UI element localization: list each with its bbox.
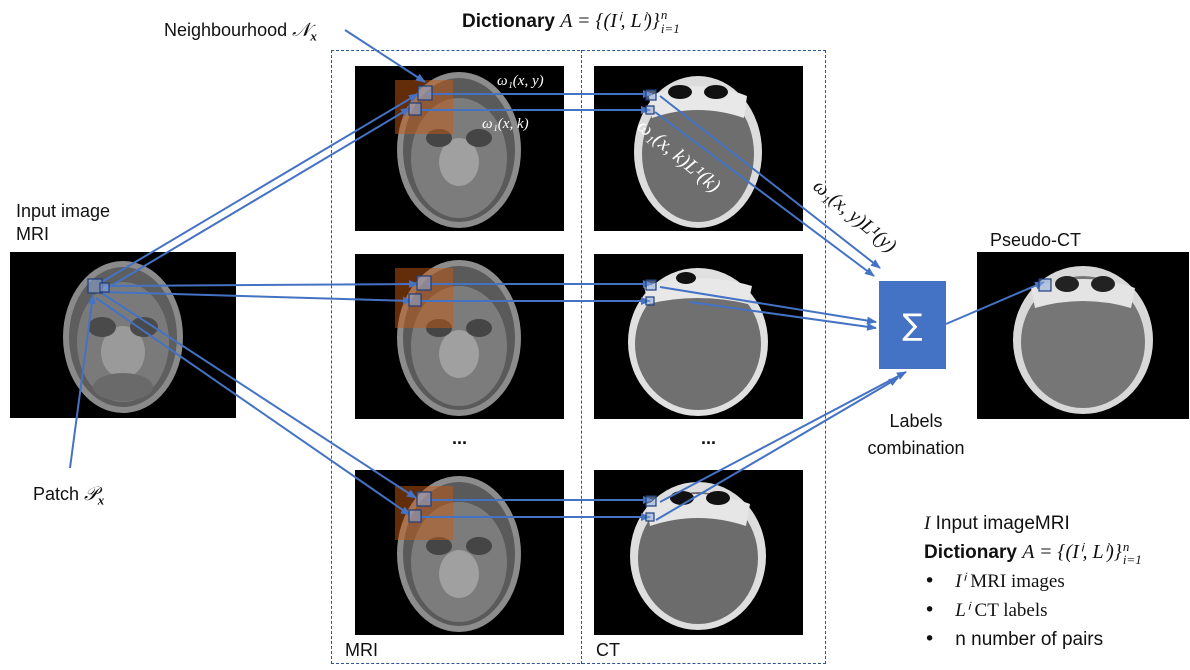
legend-bullet-1: Iⁱ MRI images — [924, 567, 1142, 596]
neighbourhood-sub: x — [310, 28, 317, 44]
arrow-ct3-to-sum-b — [655, 377, 899, 521]
legend-line1-symbol: I — [924, 513, 931, 534]
arrow-input-to-mri1-a — [99, 93, 419, 284]
mri-ellipsis: ... — [452, 428, 468, 448]
legend-dictionary-sub: i=1 — [1122, 551, 1142, 567]
arrow-input-to-mri3-a — [99, 291, 417, 499]
patch-label: Patch 𝒫x — [33, 484, 104, 509]
dictionary-formula: A = {(Iⁱ, Lⁱ)} — [560, 10, 660, 33]
mri1-patch-k — [408, 102, 422, 116]
legend-bullet-2-symbol: Lⁱ — [955, 600, 970, 621]
arrow-ct1-to-sum-b — [654, 111, 875, 277]
labels-combination-line2: combination — [867, 438, 965, 458]
sum-box: ∑ — [879, 281, 946, 369]
legend: I Input imageMRI Dictionary A = {(Iⁱ, Lⁱ… — [924, 510, 1142, 654]
dictionary-container — [331, 50, 826, 664]
arrow-neighbourhood — [344, 29, 426, 83]
pseudo-ct-label: Pseudo-CT — [990, 230, 1082, 250]
legend-dictionary-word: Dictionary — [924, 542, 1017, 563]
legend-bullet-2: Lⁱ CT labels — [924, 596, 1142, 625]
arrow-ct2-to-sum-b — [689, 301, 877, 331]
arrow-ct2-to-sum-a — [659, 286, 877, 325]
neighbourhood-symbol: 𝒩 — [292, 20, 311, 41]
weight-w1-xy-label: ω₁(x, y)L¹(y) — [809, 175, 901, 257]
dictionary-title: Dictionary A = {(Iⁱ, Lⁱ)} n i=1 — [462, 8, 680, 36]
labels-combination: Labels combination — [856, 408, 976, 462]
patch-symbol: 𝒫 — [84, 484, 98, 505]
dictionary-sub: i=1 — [660, 21, 680, 36]
legend-line-2: Dictionary A = {(Iⁱ, Lⁱ)} n i=1 — [924, 538, 1142, 567]
sum-symbol: ∑ — [902, 307, 923, 343]
mri-column-label: MRI — [345, 640, 378, 660]
ct-ellipsis: ... — [701, 428, 717, 448]
neighbourhood-text: Neighbourhood — [164, 20, 288, 40]
arrow-input-to-mri2-a — [103, 280, 419, 289]
legend-bullet-3-text: n number of pairs — [955, 629, 1104, 650]
legend-dictionary-sup: n — [1122, 538, 1130, 554]
arrow-patch — [69, 294, 96, 469]
ct-dictionary-image-1 — [594, 66, 803, 231]
dictionary-word: Dictionary — [462, 11, 555, 33]
dictionary-sup: n — [660, 7, 668, 22]
labels-combination-line1: Labels — [889, 411, 943, 431]
legend-bullet-2-text: CT labels — [974, 600, 1048, 621]
arrow-ct1-to-sum-a — [659, 95, 881, 269]
mri3-patch-k — [408, 509, 422, 523]
dictionary-divider — [581, 50, 582, 664]
arrow-ct3-to-sum-a — [659, 371, 907, 503]
weight-w1-xy: ω₁(x, y) — [497, 73, 544, 89]
mri1-patch-y — [417, 85, 433, 101]
pseudo-ct-image — [977, 252, 1189, 419]
weight-w1-xk-label: ω₁(x, k)L¹(k) — [633, 115, 725, 197]
patch-text: Patch — [33, 484, 80, 504]
input-image-line2: MRI — [16, 224, 49, 244]
legend-bullet-1-symbol: Iⁱ — [955, 571, 966, 592]
legend-line-1: I Input imageMRI — [924, 510, 1142, 538]
legend-bullet-1-text: MRI images — [970, 571, 1065, 592]
input-image-line1: Input image — [16, 201, 111, 221]
legend-line1-text: Input imageMRI — [935, 513, 1070, 534]
patch-sub: x — [97, 492, 105, 508]
ct-column-label: CT — [596, 640, 620, 660]
arrow-input-to-mri2-b — [103, 291, 413, 305]
legend-bullet-3: n number of pairs — [924, 625, 1142, 654]
mri2-patch-k — [408, 293, 422, 307]
input-image-label: Input image MRI — [16, 200, 110, 246]
legend-dictionary-formula: A = {(Iⁱ, Lⁱ)} — [1022, 541, 1122, 563]
arrow-sum-to-pseudo-ct — [945, 281, 1045, 325]
weight-w1-xk: ω₁(x, k) — [482, 116, 529, 132]
mri3-patch-y — [416, 491, 432, 507]
mri2-patch-y — [416, 275, 432, 291]
arrow-input-to-mri3-b — [95, 297, 411, 516]
neighbourhood-label: Neighbourhood 𝒩x — [164, 20, 317, 45]
ct-dictionary-image-3 — [594, 470, 803, 635]
arrow-input-to-mri1-b — [103, 107, 411, 291]
